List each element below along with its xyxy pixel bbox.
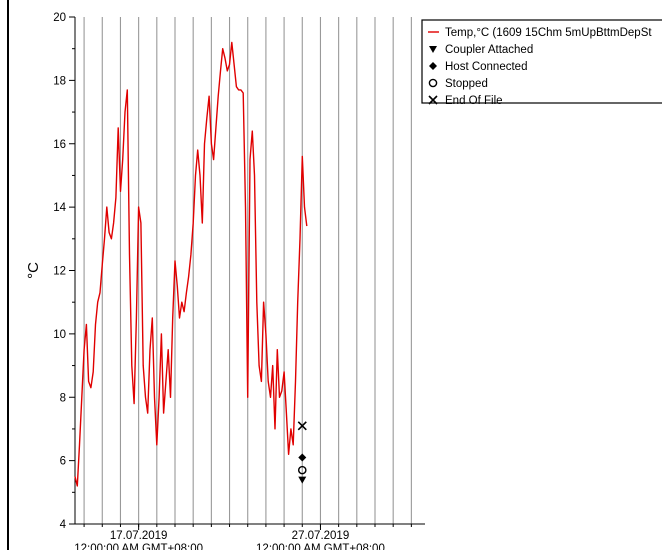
y-tick-label: 12 bbox=[53, 266, 66, 278]
y-tick-label: 4 bbox=[60, 519, 67, 531]
marker-coupler-attached bbox=[298, 476, 307, 484]
legend-label: Stopped bbox=[445, 78, 488, 90]
series-layer bbox=[74, 41, 308, 487]
vertical-gridlines bbox=[83, 17, 412, 524]
y-tick-label: 20 bbox=[53, 12, 66, 24]
x-tick-label-time: 12:00:00 AM GMT+08:00 bbox=[256, 543, 385, 550]
marker-end-of-file bbox=[297, 421, 307, 431]
legend-label: Coupler Attached bbox=[445, 44, 533, 56]
y-tick-label: 10 bbox=[53, 329, 66, 341]
y-tick-label: 16 bbox=[53, 139, 66, 151]
series-line-temp bbox=[74, 41, 308, 487]
legend-symbol bbox=[429, 62, 437, 70]
y-tick-label: 6 bbox=[60, 456, 66, 468]
legend-label: End Of File bbox=[445, 95, 503, 107]
legend-symbol bbox=[428, 78, 438, 88]
y-tick-label: 18 bbox=[53, 75, 66, 87]
event-markers bbox=[297, 421, 307, 484]
y-axis-ticks: 4 6 8 10 12 14 16 18 20 bbox=[53, 12, 75, 531]
legend: Temp,°C (1609 15Chm 5mUpBttmDepSt Coupler… bbox=[421, 19, 662, 107]
legend-label: Temp,°C (1609 15Chm 5mUpBttmDepSt bbox=[445, 27, 652, 39]
legend-symbol bbox=[428, 95, 438, 105]
legend-symbol bbox=[429, 46, 437, 53]
marker-host-connected bbox=[298, 453, 307, 462]
y-axis-label: °C bbox=[25, 262, 42, 279]
marker-stopped bbox=[297, 465, 307, 475]
x-tick-label-date: 27.07.2019 bbox=[292, 530, 350, 542]
y-tick-label: 8 bbox=[60, 392, 66, 404]
legend-label: Host Connected bbox=[445, 61, 527, 73]
x-tick-label-time: 12:00:00 AM GMT+08:00 bbox=[74, 543, 203, 550]
x-tick-label-date: 17.07.2019 bbox=[110, 530, 168, 542]
y-tick-label: 14 bbox=[53, 202, 66, 214]
legend-box bbox=[421, 19, 662, 104]
left-border bbox=[7, 0, 9, 550]
